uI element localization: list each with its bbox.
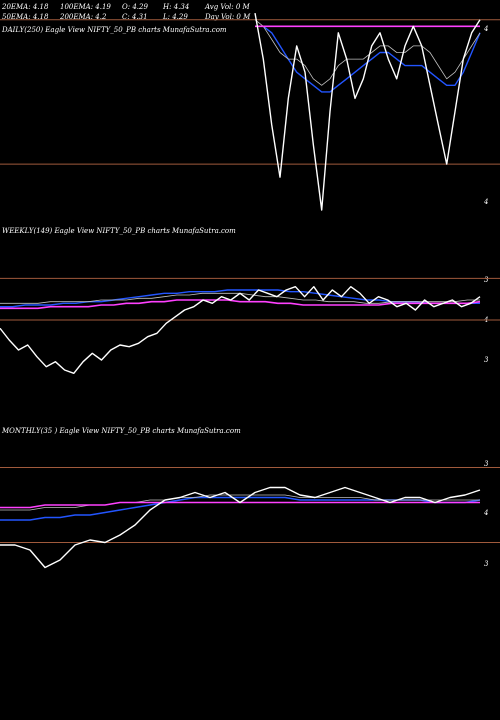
monthly-ema-100-line (0, 494, 480, 511)
daily-price-line (254, 12, 481, 211)
info-50ema: 50EMA: 4.18 (2, 13, 49, 21)
weekly-panel-label: WEEKLY(149) Eagle View NIFTY_50_PB chart… (2, 227, 236, 235)
monthly-price-line (0, 486, 481, 569)
info-20ema: 20EMA: 4.18 (1, 3, 49, 11)
monthly-y-tick-mid: 4 (483, 509, 488, 517)
monthly-panel-label: MONTHLY(35 ) Eagle View NIFTY_50_PB char… (1, 427, 241, 435)
daily-y-tick-bottom: 4 (483, 198, 488, 206)
info-open: O: 4.29 (122, 3, 148, 11)
monthly-y-tick-top: 3 (484, 460, 489, 468)
info-day-vol: Day Vol: 0 M (204, 13, 251, 21)
daily-ema-100-line (254, 19, 481, 86)
info-avg-vol: Avg Vol: 0 M (204, 3, 251, 11)
daily-panel-label: DAILY(250) Eagle View NIFTY_50_PB charts… (1, 26, 227, 34)
weekly-y-tick-bottom: 3 (484, 356, 489, 364)
weekly-ma-short-line (0, 299, 481, 310)
monthly-y-tick-bottom: 3 (484, 560, 489, 568)
info-200ema: 200EMA: 4.2 (59, 13, 107, 21)
weekly-y-tick-top: 3 (484, 276, 489, 284)
plot-layer (0, 12, 500, 569)
info-high: H: 4.34 (162, 3, 189, 11)
weekly-price-line (0, 286, 481, 374)
info-header: 20EMA: 4.18 100EMA: 4.19 O: 4.29 H: 4.34… (1, 3, 251, 21)
info-100ema: 100EMA: 4.19 (60, 3, 111, 11)
info-close: C: 4.31 (122, 13, 148, 21)
daily-y-tick-top: 4 (483, 25, 488, 33)
info-low: L: 4.29 (162, 13, 188, 21)
